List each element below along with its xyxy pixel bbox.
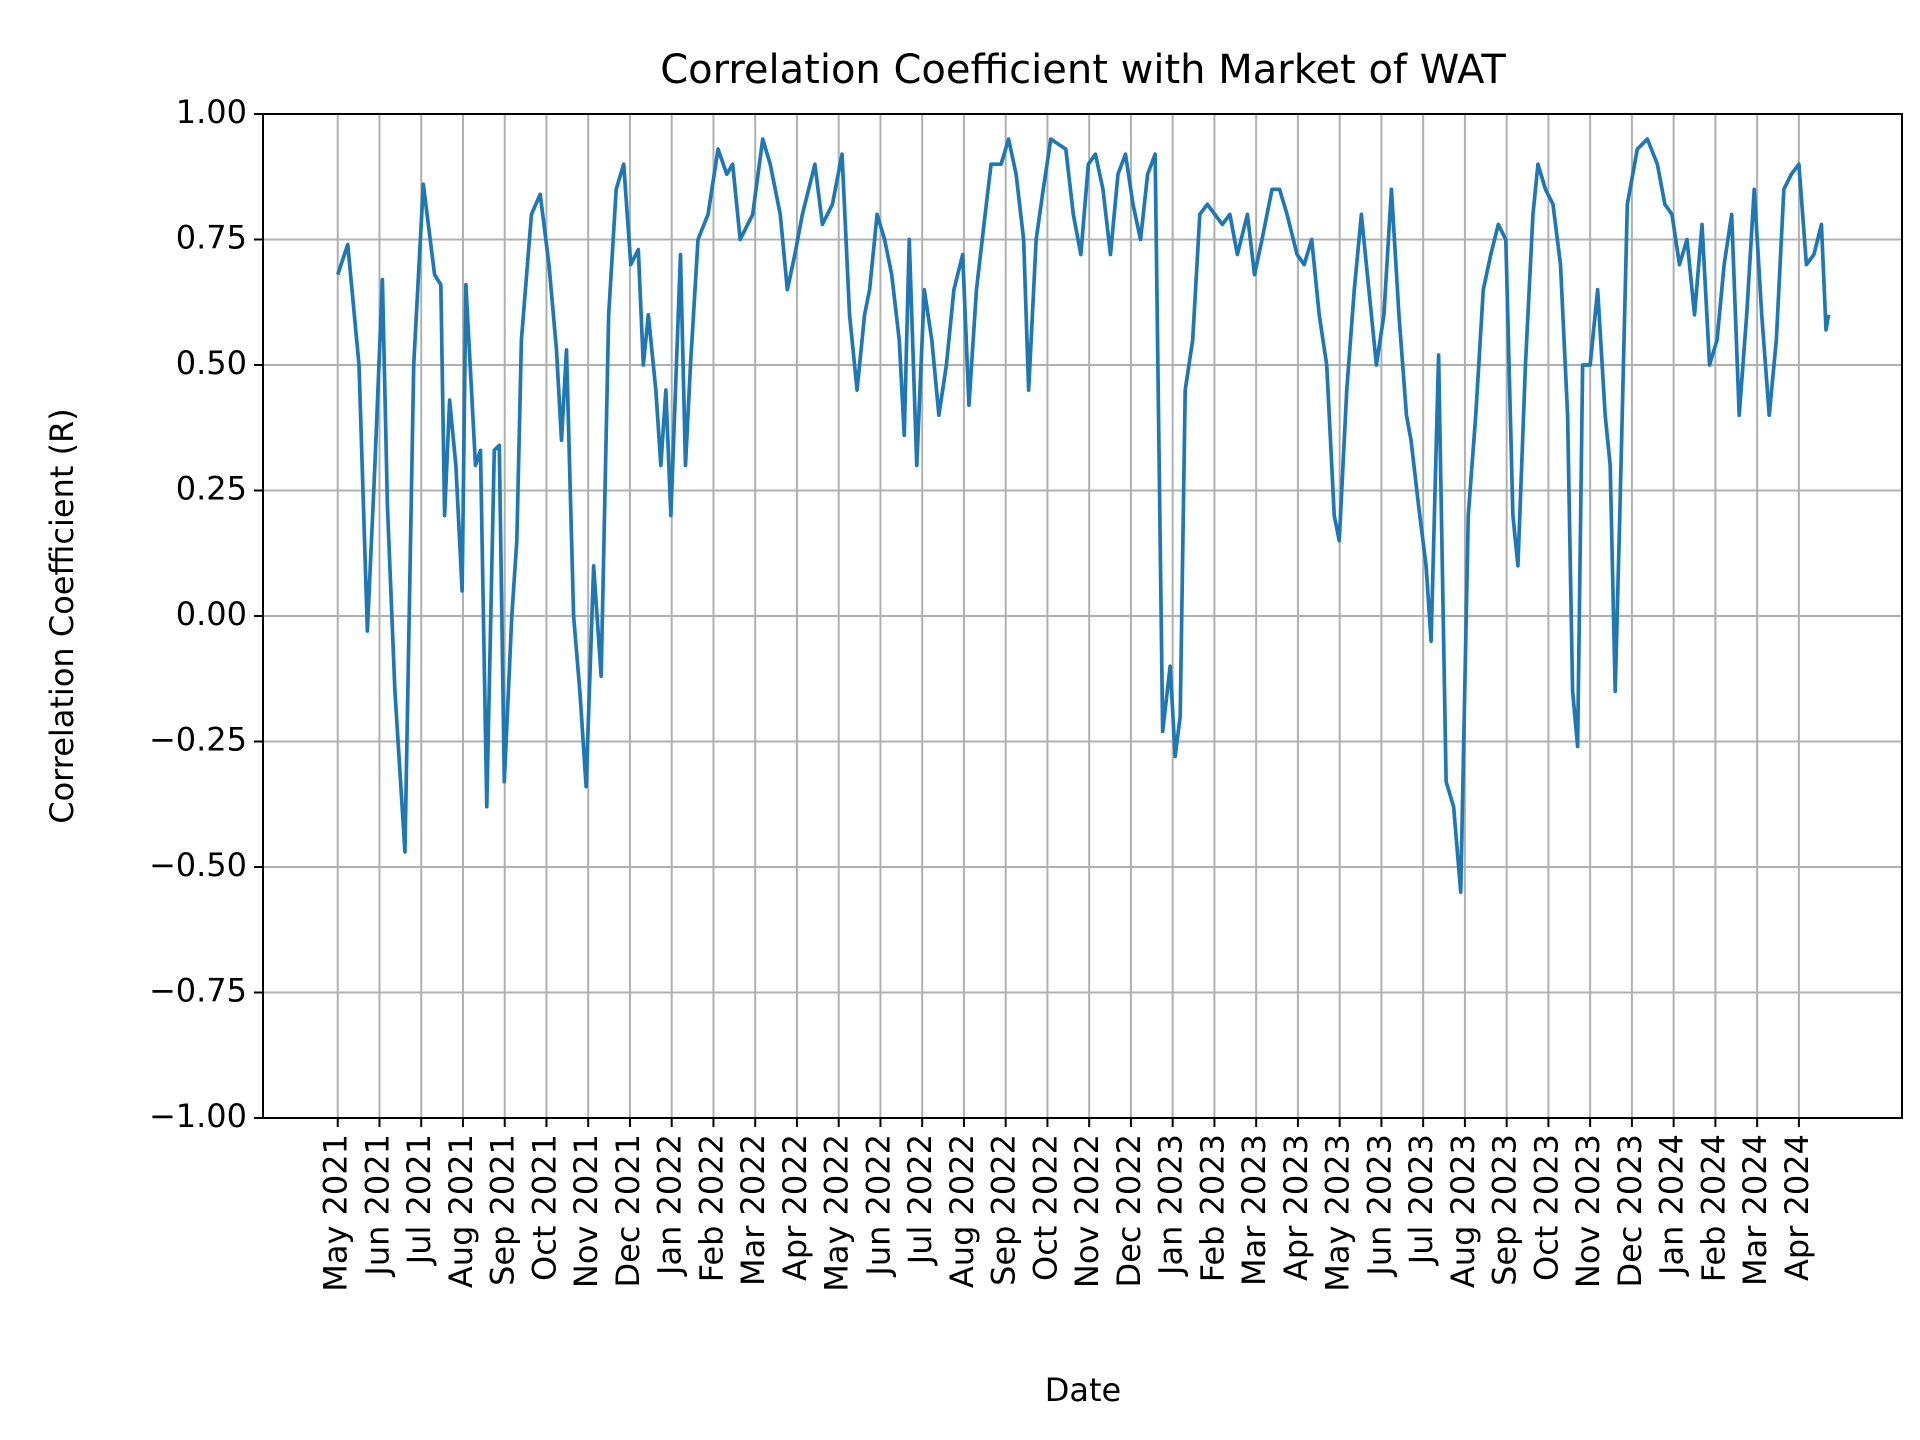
x-tick-label: Sep 2022 <box>985 1134 1023 1286</box>
x-tick-label: Mar 2022 <box>734 1134 772 1286</box>
x-tick-label: Apr 2022 <box>776 1134 814 1281</box>
x-tick-label: Apr 2024 <box>1778 1134 1816 1281</box>
x-tick-label: Nov 2022 <box>1068 1134 1106 1288</box>
x-tick-label: May 2021 <box>317 1134 355 1292</box>
x-tick-label: Dec 2021 <box>609 1134 647 1288</box>
x-tick-label: Oct 2022 <box>1026 1134 1064 1281</box>
y-tick-label: 1.00 <box>176 93 247 131</box>
y-tick-label: 0.75 <box>176 219 247 257</box>
x-tick-label: May 2023 <box>1319 1134 1357 1292</box>
y-tick-label: 0.50 <box>176 344 247 382</box>
y-tick-label: −0.25 <box>149 721 247 759</box>
x-tick-label: Jul 2022 <box>901 1134 939 1266</box>
x-tick-label: Jan 2022 <box>651 1134 689 1277</box>
y-tick-label: 0.00 <box>176 595 247 633</box>
x-tick-label: Jan 2023 <box>1152 1134 1190 1277</box>
x-tick-label: Oct 2023 <box>1527 1134 1565 1281</box>
x-tick-label: Jun 2022 <box>859 1134 897 1278</box>
x-tick-label: Jun 2021 <box>358 1134 396 1278</box>
x-tick-label: Apr 2023 <box>1277 1134 1315 1281</box>
x-axis-label: Date <box>1045 1371 1121 1409</box>
x-tick-label: Feb 2023 <box>1193 1134 1231 1282</box>
y-tick-label: −0.50 <box>149 846 247 884</box>
x-tick-label: Nov 2021 <box>567 1134 605 1288</box>
x-tick-label: Dec 2022 <box>1110 1134 1148 1288</box>
y-tick-label: −1.00 <box>149 1097 247 1135</box>
y-tick-label: −0.75 <box>149 972 247 1010</box>
x-tick-label: Jun 2023 <box>1360 1134 1398 1278</box>
y-axis-label: Correlation Coefficient (R) <box>43 408 81 824</box>
chart-title: Correlation Coefficient with Market of W… <box>660 47 1506 93</box>
plot-frame <box>262 113 1903 1119</box>
y-tick-label: 0.25 <box>176 470 247 508</box>
x-tick-label: Jul 2023 <box>1402 1134 1440 1266</box>
x-tick-label: Sep 2023 <box>1486 1134 1524 1286</box>
x-tick-label: Mar 2023 <box>1235 1134 1273 1286</box>
x-tick-label: May 2022 <box>818 1134 856 1292</box>
x-tick-label: Dec 2023 <box>1611 1134 1649 1288</box>
x-tick-label: Sep 2021 <box>484 1134 522 1286</box>
x-tick-label: Nov 2023 <box>1569 1134 1607 1288</box>
x-tick-label: Feb 2024 <box>1694 1134 1732 1282</box>
x-tick-label: Aug 2023 <box>1444 1134 1482 1288</box>
x-tick-label: Aug 2022 <box>943 1134 981 1288</box>
x-tick-label: Jul 2021 <box>400 1134 438 1266</box>
x-tick-label: Jan 2024 <box>1653 1134 1691 1277</box>
data-line <box>335 137 1831 894</box>
x-tick-label: Feb 2022 <box>692 1134 730 1282</box>
x-tick-label: Mar 2024 <box>1736 1134 1774 1286</box>
x-tick-label: Oct 2021 <box>525 1134 563 1281</box>
x-tick-label: Aug 2021 <box>442 1134 480 1288</box>
